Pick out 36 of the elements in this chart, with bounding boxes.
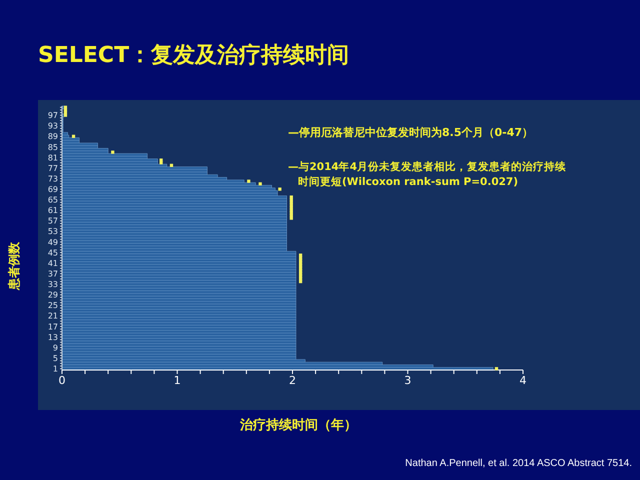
- x-tick-label: 0: [58, 374, 66, 387]
- y-tick-label: 69: [48, 185, 58, 194]
- y-tick-label: 81: [48, 153, 58, 162]
- y-tick-label: 5: [52, 354, 58, 363]
- y-tick-label: 61: [48, 206, 58, 216]
- y-tick-label: 89: [48, 132, 58, 142]
- x-tick-label: 2: [289, 374, 296, 387]
- y-tick-label: 25: [48, 301, 58, 310]
- x-tick-label: 1: [174, 374, 181, 387]
- y-tick-label: 13: [48, 332, 58, 342]
- y-tick-label: 41: [48, 258, 58, 268]
- y-tick-label: 85: [48, 142, 58, 152]
- y-tick-label: 21: [48, 312, 58, 321]
- y-tick-label: 53: [48, 227, 58, 236]
- text: Nathan A.Pennell, et al. 2014 ASCO Abstract 7514.: [405, 458, 632, 469]
- x-tick-label: 4: [520, 374, 526, 387]
- y-tick-label: 29: [48, 290, 58, 300]
- y-tick-label: 77: [48, 164, 58, 173]
- y-tick-label: 33: [48, 280, 58, 290]
- x-axis-title: 治疗持续时间（年）: [240, 416, 357, 434]
- y-tick-label: 1: [52, 364, 58, 374]
- y-tick-label: 9: [52, 343, 58, 352]
- annotation: —停用厄洛替尼中位复发时间为8.5个月（0-47）: [288, 125, 534, 140]
- chart-title: SELECT：复发及治疗持续时间: [38, 42, 350, 70]
- x-tick-label: 3: [404, 374, 412, 387]
- y-tick-label: 49: [48, 238, 58, 247]
- y-tick-label: 97: [48, 111, 58, 120]
- y-tick-label: 73: [48, 174, 58, 184]
- y-tick-label: 93: [48, 122, 58, 131]
- y-tick-label: 45: [48, 248, 58, 258]
- annotation: —与2014年4月份未复发患者相比，复发患者的治疗持续时间更短(Wilcoxon rank-sum P=0.027): [288, 160, 568, 190]
- y-axis-title: 患者例数: [7, 242, 21, 290]
- y-tick-label: 37: [48, 269, 58, 278]
- y-tick-label: 17: [48, 322, 58, 332]
- y-tick-label: 57: [48, 216, 58, 226]
- y-tick-label: 65: [48, 196, 58, 205]
